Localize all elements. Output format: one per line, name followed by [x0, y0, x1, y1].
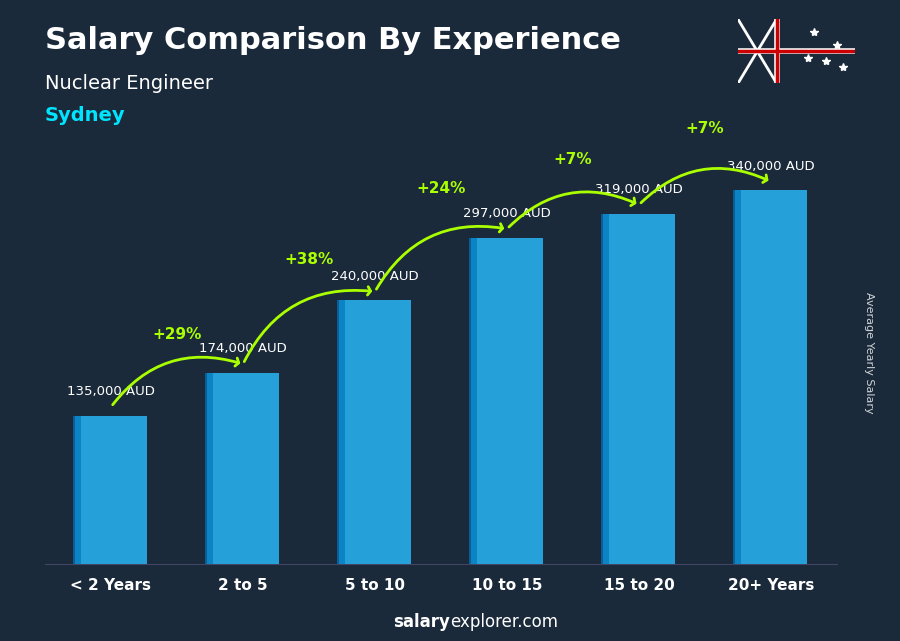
Text: Average Yearly Salary: Average Yearly Salary: [863, 292, 874, 413]
Text: 319,000 AUD: 319,000 AUD: [595, 183, 683, 196]
Bar: [601, 213, 609, 564]
Bar: [338, 301, 346, 564]
Bar: [205, 373, 213, 564]
Text: +24%: +24%: [417, 181, 465, 196]
Text: +7%: +7%: [686, 121, 724, 135]
Bar: [74, 416, 81, 564]
Bar: [734, 190, 807, 564]
Text: +38%: +38%: [284, 253, 334, 267]
Text: Salary Comparison By Experience: Salary Comparison By Experience: [45, 26, 621, 54]
Bar: [471, 238, 544, 564]
Text: +29%: +29%: [152, 327, 202, 342]
Text: 240,000 AUD: 240,000 AUD: [331, 270, 418, 283]
Text: 135,000 AUD: 135,000 AUD: [68, 385, 155, 398]
Text: salary: salary: [393, 613, 450, 631]
Bar: [734, 190, 742, 564]
Text: 297,000 AUD: 297,000 AUD: [464, 207, 551, 220]
Text: 174,000 AUD: 174,000 AUD: [199, 342, 287, 355]
Text: explorer.com: explorer.com: [450, 613, 558, 631]
Bar: [603, 213, 675, 564]
Bar: [338, 301, 411, 564]
Bar: [75, 416, 148, 564]
Bar: [207, 373, 279, 564]
Text: Nuclear Engineer: Nuclear Engineer: [45, 74, 213, 93]
Text: 340,000 AUD: 340,000 AUD: [727, 160, 814, 173]
Text: +7%: +7%: [554, 153, 592, 167]
Text: Sydney: Sydney: [45, 106, 126, 125]
Bar: [470, 238, 477, 564]
